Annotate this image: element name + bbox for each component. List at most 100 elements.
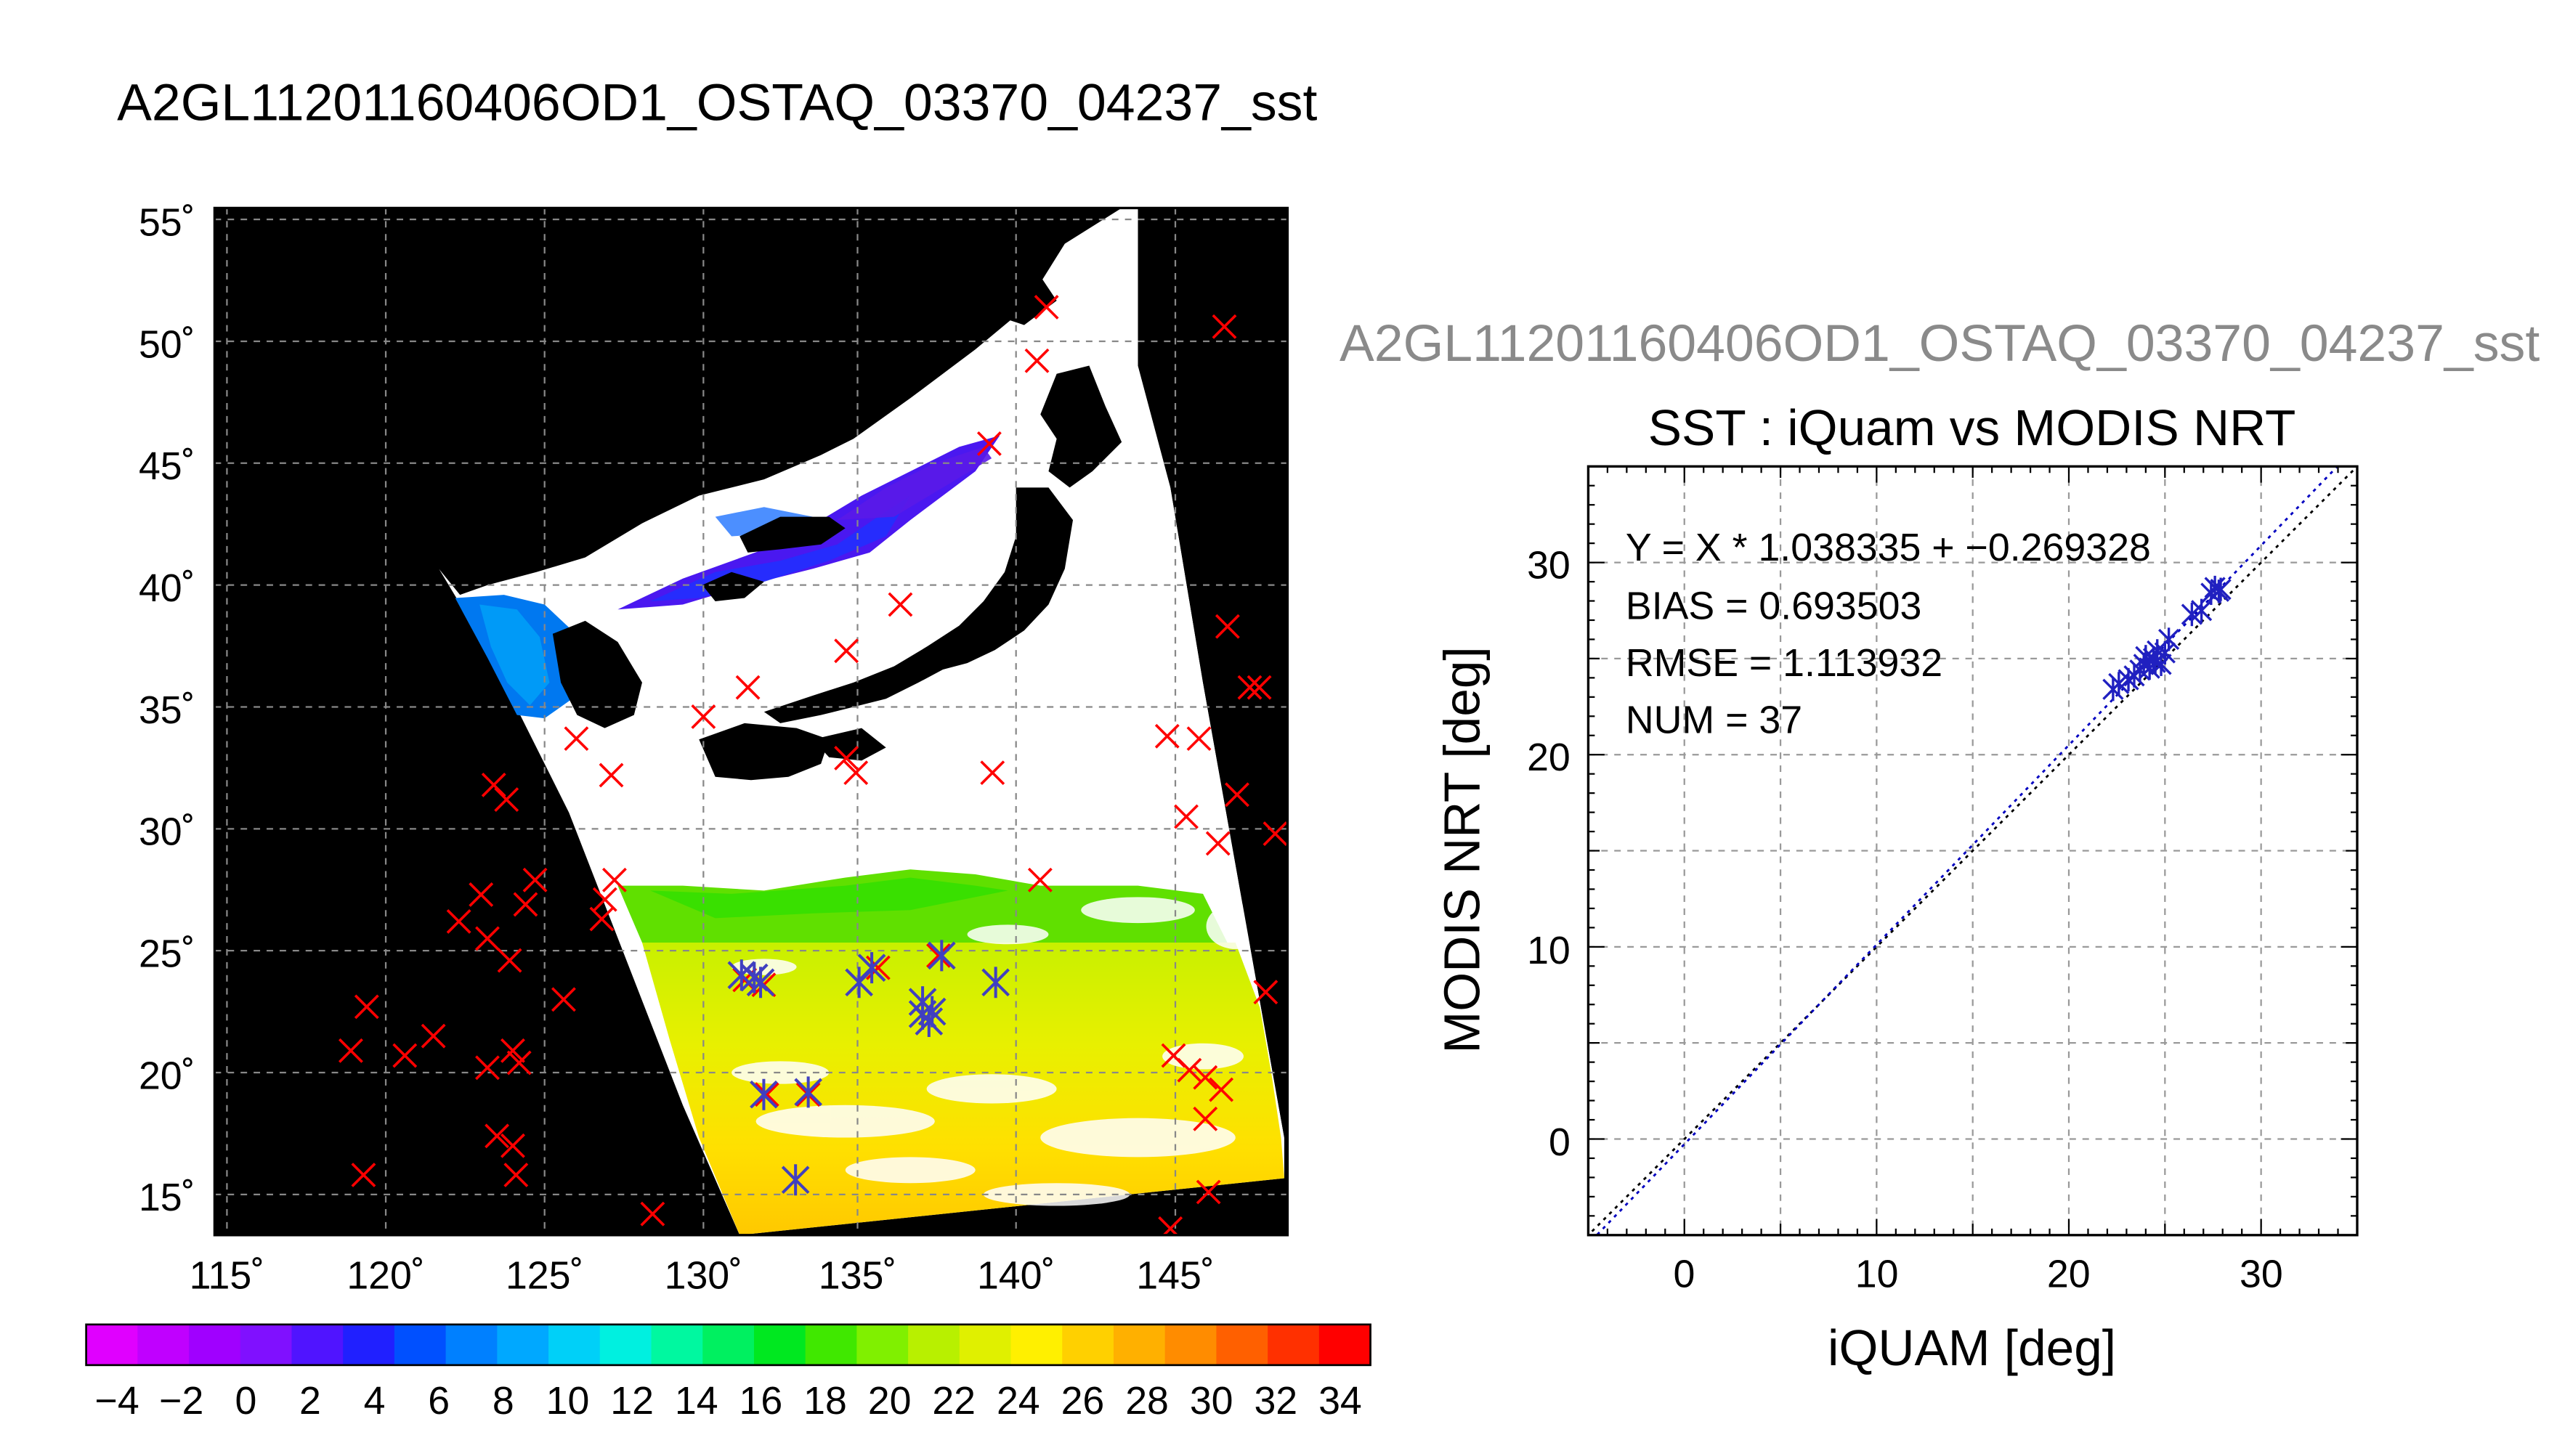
y-tick-label: 20 — [1527, 736, 1571, 779]
asterisk-marker — [750, 1078, 778, 1110]
colorbar-label: 8 — [493, 1379, 514, 1423]
x-marker — [481, 772, 506, 797]
y-tick-label: 0 — [1549, 1121, 1571, 1164]
x-marker — [1263, 821, 1288, 846]
swath-cold-korea-2 — [479, 604, 550, 706]
x-marker — [485, 1123, 510, 1149]
scatter-ticks — [1587, 465, 2359, 1236]
colorbar-label: 0 — [235, 1379, 256, 1423]
x-marker — [339, 1038, 363, 1063]
scatter-plot: 0 10 20 30 0 10 20 30 iQUAM [deg] MODIS … — [1433, 465, 2359, 1376]
asterisk-marker — [746, 967, 775, 999]
colorbar-label: 34 — [1318, 1379, 1362, 1423]
x-marker — [501, 1038, 525, 1063]
colorbar-label: 2 — [299, 1379, 321, 1423]
colorbar-swatch — [445, 1324, 498, 1365]
x-marker — [564, 726, 589, 752]
asterisk-marker — [2210, 577, 2232, 601]
x-marker — [735, 675, 761, 700]
colorbar-swatch — [189, 1324, 241, 1365]
lon-tick-label: 145˚ — [1136, 1254, 1214, 1298]
colorbar-swatch — [856, 1324, 909, 1365]
x-marker — [501, 1133, 525, 1158]
y-tick-label: 10 — [1527, 929, 1571, 972]
x-marker — [888, 592, 913, 617]
colorbar-swatch — [394, 1324, 447, 1365]
lat-tick-label: 20˚ — [139, 1054, 195, 1097]
x-marker — [1174, 804, 1199, 829]
x-marker — [392, 1043, 418, 1068]
x-marker — [1193, 1065, 1218, 1090]
colorbar-swatch — [753, 1324, 806, 1365]
asterisk-marker — [2158, 627, 2180, 651]
colorbar-swatch — [240, 1324, 293, 1365]
lat-tick-label: 15˚ — [139, 1176, 195, 1219]
x-marker — [599, 762, 624, 788]
colorbar-label: 10 — [546, 1379, 590, 1423]
colorbar-swatch — [1010, 1324, 1063, 1365]
x-marker — [475, 926, 500, 951]
colorbar-label: 32 — [1254, 1379, 1297, 1423]
colorbar-label: 24 — [997, 1379, 1040, 1423]
map-lat-labels: 55˚ 50˚ 45˚ 40˚ 35˚ 30˚ 25˚ 20˚ 15˚ — [139, 200, 195, 1219]
colorbar-swatch — [86, 1324, 139, 1365]
x-tick-label: 0 — [1674, 1252, 1695, 1296]
colorbar-swatch — [291, 1324, 344, 1365]
asterisk-marker — [2154, 640, 2176, 665]
asterisk-marker — [917, 996, 947, 1028]
x-marker — [494, 787, 519, 812]
colorbar-label: 26 — [1061, 1379, 1105, 1423]
colorbar-label: 16 — [739, 1379, 782, 1423]
asterisk-marker — [857, 952, 886, 984]
scatter-y-labels: 0 10 20 30 — [1527, 544, 1571, 1164]
colorbar-swatch — [1216, 1324, 1269, 1365]
x-marker — [1024, 348, 1050, 373]
colorbar-swatch — [1062, 1324, 1115, 1365]
scatter-stats: Y = X * 1.038335 + −0.269328 BIAS = 0.69… — [1626, 526, 2151, 741]
stat-rmse: RMSE = 1.113932 — [1626, 641, 1942, 685]
asterisk-marker — [794, 1076, 822, 1108]
colorbar-border — [85, 1323, 1371, 1367]
x-marker — [589, 906, 615, 932]
colorbar-swatch — [1164, 1324, 1217, 1365]
x-marker — [1177, 1057, 1202, 1083]
lat-tick-label: 35˚ — [139, 688, 195, 732]
colorbar-cells — [86, 1324, 1371, 1365]
scatter-reference-lines — [1588, 466, 2357, 1235]
x-marker — [1034, 295, 1059, 320]
swath-sea-of-japan-2 — [650, 495, 911, 602]
colorbar: −4 −2 0 2 4 6 8 10 12 14 16 18 20 22 24 26 28 30 32 34 — [85, 1323, 1371, 1423]
lon-tick-label: 115˚ — [190, 1254, 264, 1298]
colorbar-swatch — [959, 1324, 1012, 1365]
x-marker — [1247, 675, 1272, 700]
x-tick-label: 10 — [1855, 1252, 1899, 1296]
colorbar-label: 28 — [1125, 1379, 1169, 1423]
x-marker — [1193, 1106, 1218, 1131]
colorbar-swatch — [1113, 1324, 1166, 1365]
map-markers — [339, 295, 1288, 1235]
lon-tick-label: 130˚ — [665, 1254, 742, 1298]
colorbar-label: 20 — [868, 1379, 912, 1423]
x-marker — [980, 760, 1005, 786]
lat-tick-label: 25˚ — [139, 932, 195, 976]
y-tick-label: 30 — [1527, 544, 1571, 587]
lon-tick-label: 140˚ — [977, 1254, 1055, 1298]
map-frame — [213, 206, 1289, 1237]
colorbar-labels: −4 −2 0 2 4 6 8 10 12 14 16 18 20 22 24 26 28 30 32 34 — [95, 1379, 1362, 1423]
lat-tick-label: 55˚ — [139, 200, 195, 244]
scatter-title: SST : iQuam vs MODIS NRT — [1648, 399, 2296, 456]
lon-tick-label: 120˚ — [347, 1254, 424, 1298]
swath-green-band-2 — [650, 877, 1008, 919]
asterisk-marker — [981, 967, 1010, 999]
x-marker — [446, 908, 471, 934]
x-marker — [640, 1201, 665, 1227]
x-marker — [1158, 1216, 1183, 1235]
colorbar-swatch — [343, 1324, 396, 1365]
x-marker — [834, 746, 859, 770]
colorbar-label: 14 — [675, 1379, 718, 1423]
x-marker — [522, 867, 548, 892]
stat-num: NUM = 37 — [1626, 698, 1802, 741]
colorbar-label: 22 — [932, 1379, 976, 1423]
scatter-points — [2102, 575, 2232, 701]
